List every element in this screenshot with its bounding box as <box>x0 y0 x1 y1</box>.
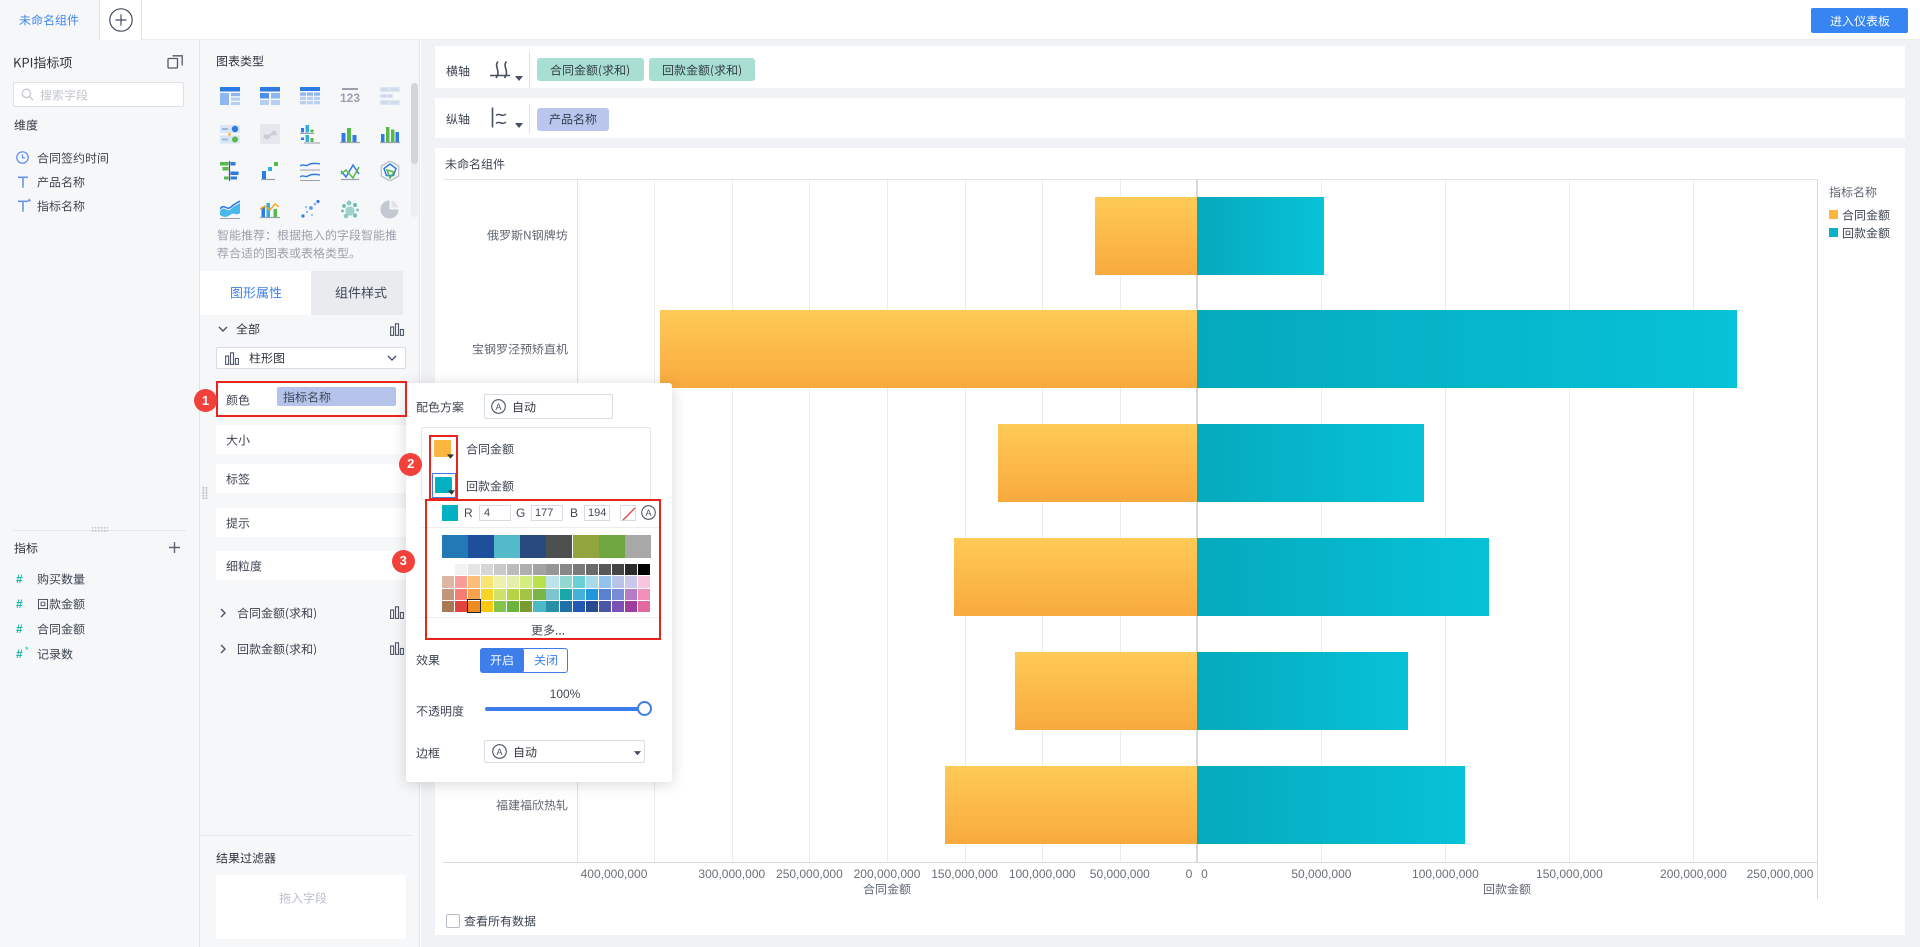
svg-text:A: A <box>495 402 501 412</box>
svg-text:A: A <box>645 508 651 518</box>
svg-text:123: 123 <box>340 91 360 105</box>
svg-text:A: A <box>496 747 502 757</box>
